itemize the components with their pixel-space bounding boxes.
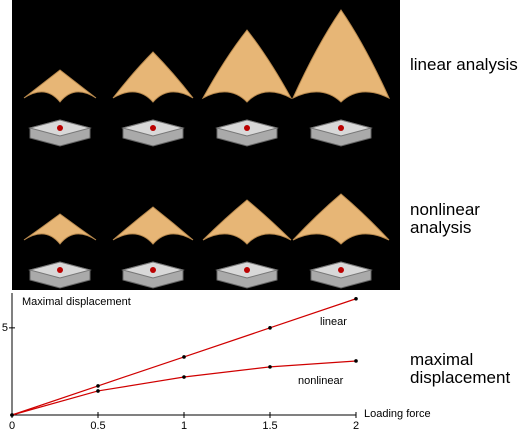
x-tick-label: 1 (181, 420, 187, 432)
data-point (182, 355, 186, 359)
box-marker (244, 125, 250, 131)
x-tick-label: 0.5 (90, 420, 105, 432)
y-tick-label: 5 (2, 322, 8, 334)
box-marker (57, 267, 63, 273)
x-tick-label: 0 (9, 420, 15, 432)
row-label: nonlinear analysis (410, 201, 520, 237)
data-point (182, 375, 186, 379)
data-point (354, 359, 358, 363)
box-marker (244, 267, 250, 273)
row-label: maximal displacement (410, 351, 520, 387)
data-point (354, 297, 358, 301)
series-label: linear (320, 316, 347, 328)
data-point (96, 389, 100, 393)
box-marker (150, 267, 156, 273)
data-point (96, 384, 100, 388)
x-axis-label: Loading force (364, 408, 431, 420)
box-marker (150, 125, 156, 131)
box-marker (338, 125, 344, 131)
figure: 0 0.5 1 1.5 2 5 Maximal displacement Loading fo… (0, 0, 526, 434)
series-line (12, 361, 356, 415)
box-marker (338, 267, 344, 273)
y-axis-label: Maximal displacement (22, 296, 131, 308)
series-label: nonlinear (298, 375, 344, 387)
row-label: linear analysis (410, 56, 520, 74)
x-tick-label: 1.5 (262, 420, 277, 432)
data-point (10, 413, 14, 417)
data-point (268, 326, 272, 330)
data-point (268, 365, 272, 369)
box-marker (57, 125, 63, 131)
x-tick-label: 2 (353, 420, 359, 432)
